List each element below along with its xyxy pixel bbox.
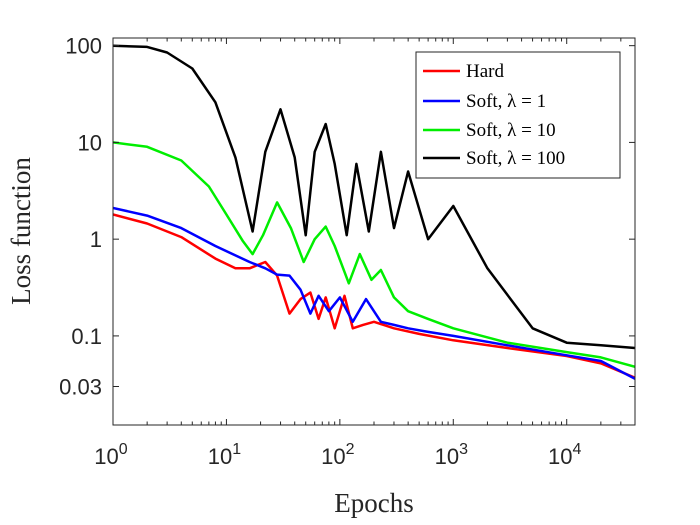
x-axis: 100 101 102 103 104	[94, 38, 636, 469]
y-axis-title: Loss function	[6, 157, 36, 305]
legend-label-soft-10: Soft, λ = 10	[466, 120, 556, 141]
y-tick-label-0: 100	[65, 34, 102, 59]
y-tick-label-3: 0.1	[71, 324, 102, 349]
legend-label-soft-100: Soft, λ = 100	[466, 148, 565, 169]
y-axis: 100 10 1 0.1 0.03	[59, 34, 635, 399]
x-axis-title: Epochs	[334, 488, 413, 518]
y-tick-label-2: 1	[90, 227, 102, 252]
legend: Hard Soft, λ = 1 Soft, λ = 10 Soft, λ = …	[415, 51, 621, 179]
y-tick-label-4: 0.03	[59, 374, 102, 399]
legend-label-hard: Hard	[466, 61, 504, 82]
x-tick-label-0: 100	[94, 441, 127, 469]
series-line-2	[113, 141, 635, 369]
series-line-1	[113, 206, 635, 381]
series-layer	[113, 44, 635, 381]
x-tick-label-3: 103	[435, 441, 468, 469]
series-line-3	[113, 44, 635, 350]
x-tick-label-4: 104	[548, 441, 581, 469]
series-line-0	[113, 213, 635, 379]
x-tick-label-1: 101	[208, 441, 241, 469]
y-tick-label-1: 10	[78, 130, 102, 155]
legend-label-soft-1: Soft, λ = 1	[466, 91, 546, 112]
x-tick-label-2: 102	[321, 441, 354, 469]
